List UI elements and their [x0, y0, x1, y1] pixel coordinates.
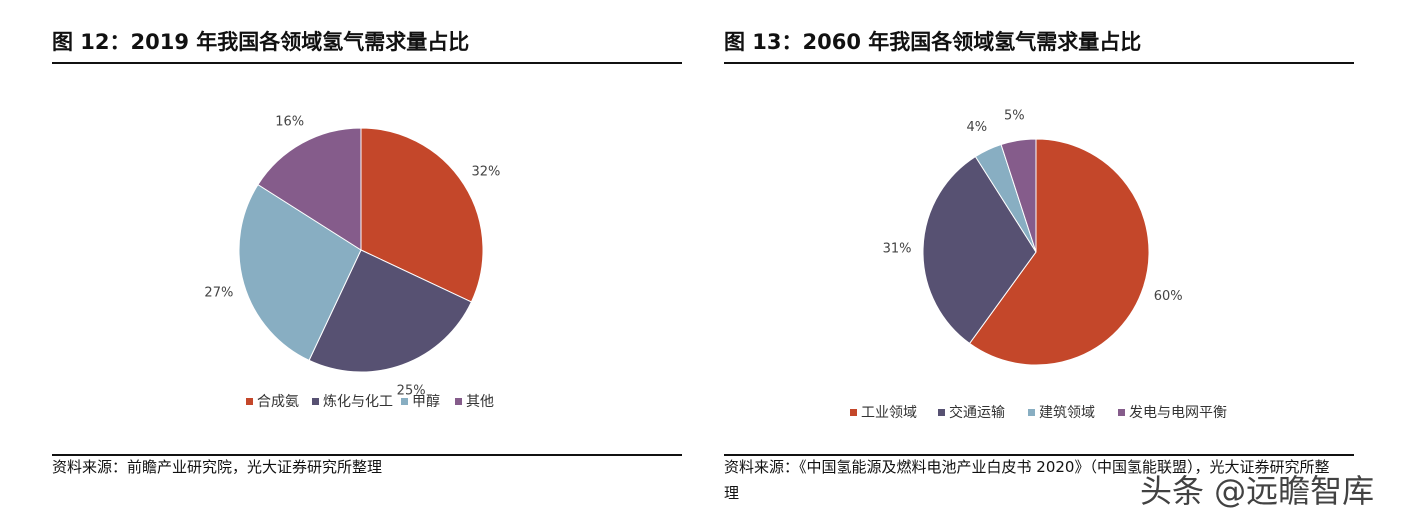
pie-slice [308, 249, 473, 373]
data-label: 60% [1154, 289, 1183, 304]
divider [724, 454, 1354, 456]
divider [52, 62, 682, 64]
source-note-2: 资料来源：《中国氢能源及燃料电池产业白皮书 2020》（中国氢能联盟），光大证券… [724, 458, 1330, 502]
pie-slice [1000, 138, 1037, 253]
legend-label: 交通运输 [949, 404, 1005, 421]
data-label: 16% [275, 114, 304, 129]
chart-title-1: 图 12：2019 年我国各领域氢气需求量占比 [52, 30, 470, 54]
pie-slice [257, 127, 362, 251]
legend-label: 其他 [466, 394, 494, 410]
legend-label: 合成氨 [257, 394, 299, 410]
legend-label: 炼化与化工 [323, 394, 393, 410]
legend-swatch [246, 398, 253, 405]
legend-swatch [850, 409, 857, 416]
pie-slice [922, 155, 1037, 345]
legend-swatch [312, 398, 319, 405]
pie-slice [238, 183, 362, 362]
chart-title-2: 图 13：2060 年我国各领域氢气需求量占比 [724, 30, 1142, 54]
legend-swatch [1028, 409, 1035, 416]
data-label: 5% [1004, 109, 1025, 124]
data-label: 25% [397, 383, 426, 398]
legend-label: 工业领域 [861, 405, 917, 421]
legend-label: 建筑领域 [1039, 405, 1095, 421]
legend-label: 发电与电网平衡 [1129, 405, 1227, 421]
data-label: 27% [204, 285, 233, 300]
data-label: 31% [883, 242, 912, 257]
pie-slice [968, 138, 1150, 366]
legend-swatch [1118, 409, 1125, 416]
divider [724, 62, 1354, 64]
data-label: 32% [472, 165, 501, 180]
legend-swatch [455, 398, 462, 405]
divider [52, 454, 682, 456]
legend-label: 甲醇 [412, 393, 440, 410]
legend-swatch [938, 409, 945, 416]
data-label: 4% [967, 120, 988, 135]
source-note-1: 资料来源：前瞻产业研究院，光大证券研究所整理 [52, 458, 383, 476]
watermark: 头条 @远瞻智库 [1140, 472, 1375, 510]
pie-slice [360, 127, 484, 303]
legend-swatch [401, 398, 408, 405]
